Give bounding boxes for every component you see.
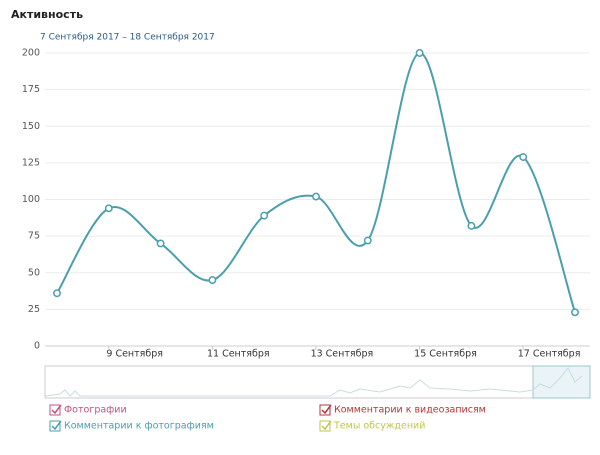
point (467, 221, 476, 230)
y-tick-label: 100 (22, 194, 40, 205)
y-tick-label: 50 (28, 267, 40, 278)
y-tick-label: 0 (34, 341, 40, 352)
legend-check (321, 404, 332, 415)
legend: Фотографии Комментарии к фотографиям Комме… (49, 404, 486, 432)
legend-label[interactable]: Фотографии (64, 405, 127, 416)
legend-checkbox[interactable] (49, 420, 61, 432)
x-tick-label: 9 Сентября (106, 349, 163, 360)
legend-label[interactable]: Комментарии к фотографиям (64, 421, 214, 432)
point (53, 289, 61, 298)
point (312, 192, 320, 201)
point (104, 204, 113, 213)
point (519, 153, 528, 161)
navigator[interactable] (44, 365, 591, 399)
legend-check (321, 420, 332, 431)
y-tick-label: 25 (28, 304, 40, 315)
x-tick-label: 11 Сентября (207, 349, 270, 360)
point (156, 239, 165, 248)
legend-check (51, 420, 62, 431)
legend-checkbox[interactable] (49, 404, 61, 416)
point (415, 49, 424, 57)
y-tick-label: 175 (22, 84, 40, 95)
chart-title: Активность (11, 8, 83, 21)
x-tick-label: 17 Сентября (518, 349, 581, 360)
point (363, 236, 372, 245)
chart-subtitle: 7 Сентября 2017 – 18 Сентября 2017 (40, 33, 215, 43)
legend-label[interactable]: Темы обсуждений (333, 421, 425, 432)
navigator-line (44, 367, 583, 397)
y-tick-label: 200 (22, 48, 40, 59)
navigator-frame[interactable] (44, 365, 591, 399)
legend-checkbox[interactable] (319, 404, 331, 416)
y-tick-label: 125 (22, 157, 40, 168)
legend-checkbox[interactable] (319, 420, 331, 432)
point (208, 276, 217, 285)
y-tick-label: 150 (22, 121, 40, 132)
point (260, 211, 269, 220)
navigator-window[interactable] (532, 365, 591, 399)
x-tick-label: 13 Сентября (311, 349, 374, 360)
x-tick-label: 15 Сентября (414, 349, 477, 360)
legend-label[interactable]: Комментарии к видеозаписям (334, 405, 486, 416)
legend-check (51, 404, 62, 415)
y-tick-label: 75 (28, 231, 40, 242)
line (56, 52, 576, 313)
point (571, 308, 579, 317)
